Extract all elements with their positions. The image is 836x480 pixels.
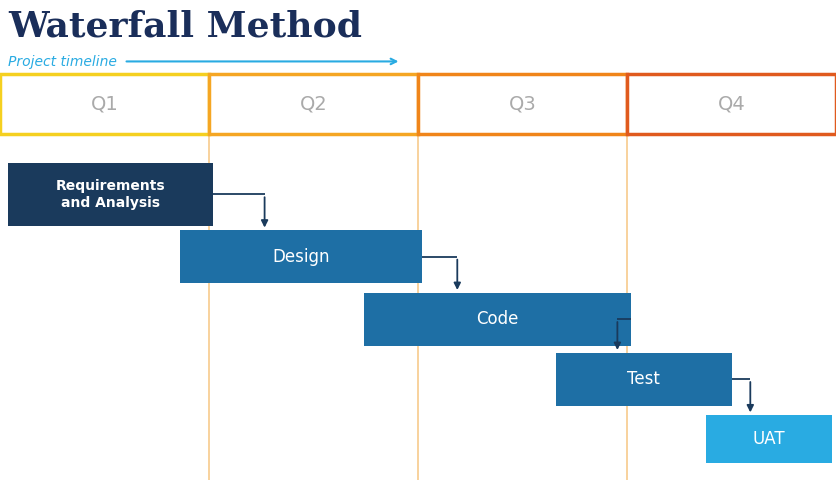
Text: Requirements
and Analysis: Requirements and Analysis [56,180,166,209]
Text: Design: Design [273,248,329,266]
Bar [706,415,832,463]
Text: Q2: Q2 [299,95,328,114]
Text: UAT: UAT [752,430,786,448]
Text: Q3: Q3 [508,95,537,114]
Bar [364,293,631,346]
Bar [418,74,627,134]
Text: Project timeline: Project timeline [8,55,117,69]
Text: Test: Test [627,370,660,388]
Bar [627,74,836,134]
Bar [209,74,418,134]
Text: Q4: Q4 [717,95,746,114]
Text: Q1: Q1 [90,95,119,114]
Text: Code: Code [477,310,518,328]
Bar [0,74,209,134]
Text: Waterfall Method: Waterfall Method [8,10,362,44]
Bar [556,353,732,406]
Bar [8,163,213,226]
Bar [180,230,422,283]
